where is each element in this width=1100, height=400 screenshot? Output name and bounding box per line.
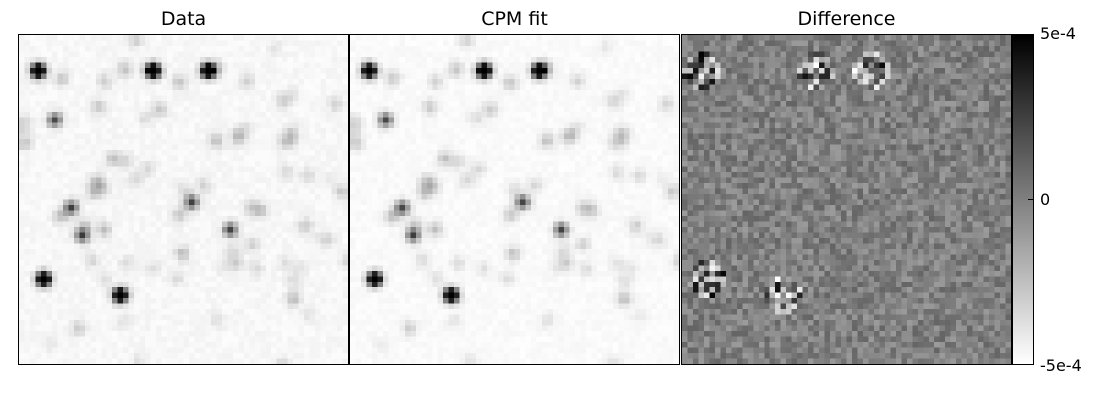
colorbar-tick-bottom: [1028, 364, 1034, 365]
heatmap-difference: [682, 35, 1011, 364]
panel-cpm-fit: [349, 34, 680, 365]
panel-data: [18, 34, 349, 365]
heatmap-cpm-fit: [350, 35, 679, 364]
colorbar-label-mid: 0: [1040, 190, 1051, 209]
colorbar-label-top: 5e-4: [1040, 24, 1076, 43]
panel-title-cpm-fit: CPM fit: [481, 8, 548, 30]
panel-difference: [681, 34, 1012, 365]
colorbar-label-bottom: -5e-4: [1040, 356, 1082, 375]
panel-title-difference: Difference: [797, 8, 896, 30]
colorbar-tick-mid: [1028, 199, 1034, 200]
colorbar-tick-top: [1028, 34, 1034, 35]
heatmap-data: [19, 35, 348, 364]
panel-title-data: Data: [160, 8, 207, 30]
